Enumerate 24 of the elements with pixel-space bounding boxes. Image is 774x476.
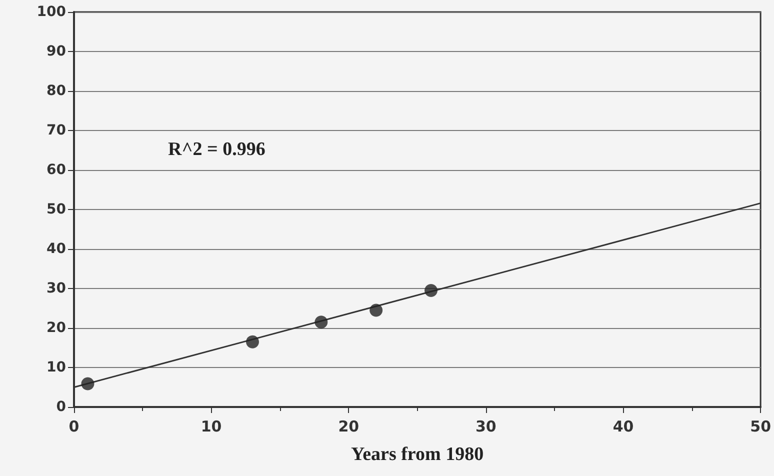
- point: [81, 377, 94, 390]
- point: [246, 335, 260, 348]
- annotation: R^2 = 0.996: [168, 139, 266, 160]
- x-tick-label: 10: [200, 418, 222, 436]
- x-axis-title: Years from 1980: [350, 444, 484, 465]
- y-tick-label: 80: [46, 83, 66, 99]
- y-tick-label: 0: [56, 399, 66, 415]
- y-tick-label: 40: [46, 241, 66, 257]
- y-tick-label: 100: [36, 4, 66, 20]
- y-tick-label: 70: [46, 122, 66, 138]
- y-tick-label: 50: [46, 202, 66, 218]
- point: [424, 284, 438, 297]
- x-tick-label: 0: [68, 418, 80, 436]
- y-tick-label: 30: [46, 280, 66, 296]
- y-tick-label: 90: [46, 44, 66, 60]
- y-tick-label: 20: [46, 320, 66, 336]
- x-tick-label: 50: [750, 418, 771, 436]
- x-tick-label: 20: [338, 418, 360, 436]
- x-tick-label: 30: [476, 418, 496, 436]
- y-tick-label: 60: [46, 162, 66, 178]
- y-tick-label: 10: [46, 360, 66, 376]
- point: [370, 304, 383, 317]
- x-tick-label: 40: [612, 418, 634, 436]
- point: [314, 316, 328, 329]
